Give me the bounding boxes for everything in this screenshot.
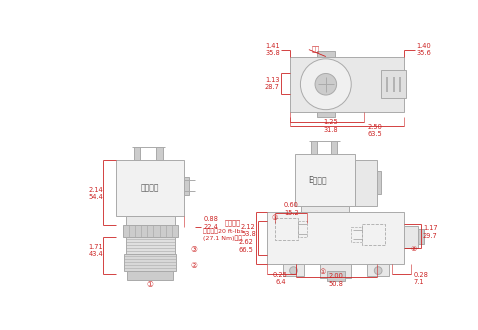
- Bar: [355, 160, 377, 206]
- Text: E型线圈: E型线圈: [308, 175, 326, 184]
- Bar: [124, 254, 176, 271]
- Text: 0.25
6.4: 0.25 6.4: [273, 272, 288, 285]
- Bar: [295, 153, 355, 206]
- Text: 1.71
43.4: 1.71 43.4: [88, 244, 103, 257]
- Text: 直径: 直径: [312, 46, 320, 52]
- Bar: [267, 212, 404, 264]
- Bar: [127, 271, 174, 280]
- Text: 1.17
29.7: 1.17 29.7: [423, 225, 437, 239]
- Text: 1.13
28.7: 1.13 28.7: [265, 77, 280, 90]
- Bar: [362, 224, 385, 245]
- Text: ①: ①: [320, 269, 326, 275]
- Text: 0.28
7.1: 0.28 7.1: [413, 272, 428, 285]
- Bar: [418, 229, 424, 245]
- Bar: [404, 226, 418, 248]
- Bar: [126, 237, 175, 254]
- Bar: [320, 264, 351, 278]
- Bar: [377, 171, 381, 194]
- Text: 对边宽度: 对边宽度: [225, 219, 241, 226]
- Circle shape: [315, 74, 337, 95]
- Bar: [122, 225, 178, 237]
- Bar: [291, 56, 404, 112]
- Bar: [311, 141, 317, 153]
- Bar: [116, 160, 184, 216]
- Text: 0.88
22.4: 0.88 22.4: [204, 216, 218, 230]
- Text: ③: ③: [190, 245, 197, 253]
- Text: ③: ③: [272, 215, 278, 221]
- Text: 1.25
31.8: 1.25 31.8: [323, 119, 338, 133]
- Bar: [184, 177, 189, 195]
- Circle shape: [374, 267, 382, 275]
- Bar: [126, 216, 175, 225]
- Bar: [298, 221, 307, 237]
- Bar: [282, 264, 304, 276]
- Text: 2.00
50.8: 2.00 50.8: [328, 273, 343, 286]
- Text: 1.41
35.8: 1.41 35.8: [266, 43, 281, 56]
- Text: 2.14
54.4: 2.14 54.4: [88, 187, 103, 200]
- Bar: [301, 206, 349, 214]
- Text: 安装扭矩20 ft-lbs
(27.1 Nm)最大: 安装扭矩20 ft-lbs (27.1 Nm)最大: [204, 228, 244, 241]
- Text: 2.62
66.5: 2.62 66.5: [239, 239, 253, 253]
- Bar: [316, 51, 335, 56]
- Text: 标准线圈: 标准线圈: [141, 184, 160, 193]
- Bar: [134, 147, 140, 160]
- Text: ②: ②: [411, 246, 417, 252]
- Text: ②: ②: [190, 261, 197, 271]
- Bar: [331, 141, 337, 153]
- Text: 2.50
63.5: 2.50 63.5: [368, 124, 382, 137]
- Bar: [156, 147, 163, 160]
- Bar: [326, 271, 345, 281]
- Text: 0.60
15.2: 0.60 15.2: [284, 202, 299, 216]
- Text: 2.12
53.8: 2.12 53.8: [241, 224, 256, 237]
- Circle shape: [300, 59, 351, 110]
- Text: 1.40
35.6: 1.40 35.6: [417, 43, 432, 56]
- Text: ①: ①: [147, 280, 154, 289]
- Bar: [275, 218, 298, 240]
- Bar: [316, 112, 335, 117]
- Bar: [368, 264, 389, 276]
- Bar: [381, 70, 406, 98]
- Circle shape: [290, 267, 297, 275]
- Bar: [351, 227, 362, 242]
